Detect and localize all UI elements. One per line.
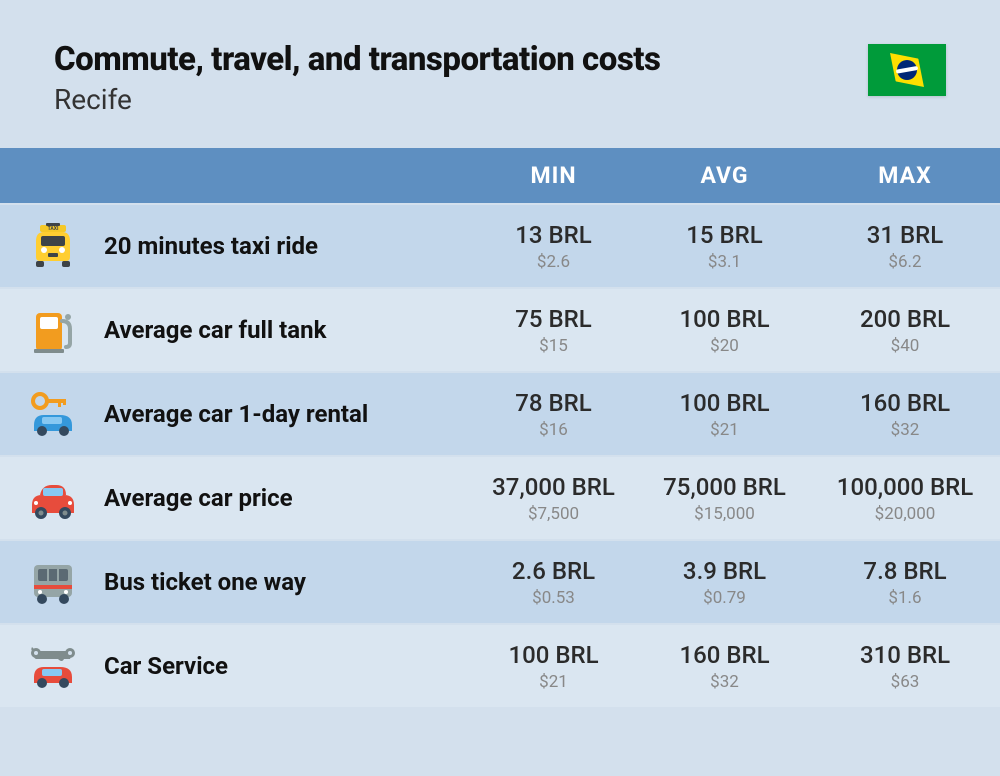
- avg-brl-value: 100 BRL: [639, 305, 810, 333]
- row-max-cell: 200 BRL $40: [810, 289, 1000, 371]
- row-max-cell: 310 BRL $63: [810, 625, 1000, 707]
- row-max-cell: 160 BRL $32: [810, 373, 1000, 455]
- avg-usd-value: $20: [639, 336, 810, 356]
- avg-usd-value: $0.79: [639, 588, 810, 608]
- row-avg-cell: 160 BRL $32: [639, 625, 810, 707]
- min-usd-value: $21: [468, 672, 639, 692]
- taxi-icon: [24, 219, 82, 273]
- max-brl-value: 160 BRL: [810, 389, 1000, 417]
- min-usd-value: $15: [468, 336, 639, 356]
- row-avg-cell: 75,000 BRL $15,000: [639, 457, 810, 539]
- page-subtitle: Recife: [54, 83, 660, 116]
- min-usd-value: $2.6: [468, 252, 639, 272]
- max-brl-value: 7.8 BRL: [810, 557, 1000, 585]
- row-icon-cell: [0, 625, 98, 707]
- max-usd-value: $20,000: [810, 504, 1000, 524]
- avg-usd-value: $15,000: [639, 504, 810, 524]
- col-header-blank-icon: [0, 148, 98, 203]
- row-max-cell: 100,000 BRL $20,000: [810, 457, 1000, 539]
- min-brl-value: 37,000 BRL: [468, 473, 639, 501]
- max-usd-value: $63: [810, 672, 1000, 692]
- avg-brl-value: 75,000 BRL: [639, 473, 810, 501]
- table-row: Average car full tank75 BRL $15100 BRL $20…: [0, 289, 1000, 371]
- min-brl-value: 100 BRL: [468, 641, 639, 669]
- row-label: Average car price: [98, 457, 468, 539]
- car-service-icon: [24, 639, 82, 693]
- row-icon-cell: [0, 205, 98, 287]
- row-label: Average car full tank: [98, 289, 468, 371]
- row-min-cell: 13 BRL $2.6: [468, 205, 639, 287]
- max-usd-value: $40: [810, 336, 1000, 356]
- row-label: Car Service: [98, 625, 468, 707]
- min-usd-value: $7,500: [468, 504, 639, 524]
- row-avg-cell: 100 BRL $21: [639, 373, 810, 455]
- min-brl-value: 13 BRL: [468, 221, 639, 249]
- car-icon: [24, 471, 82, 525]
- row-max-cell: 7.8 BRL $1.6: [810, 541, 1000, 623]
- car-key-icon: [24, 387, 82, 441]
- row-min-cell: 75 BRL $15: [468, 289, 639, 371]
- avg-usd-value: $32: [639, 672, 810, 692]
- table-row: Average car 1-day rental78 BRL $16100 BRL…: [0, 373, 1000, 455]
- max-usd-value: $1.6: [810, 588, 1000, 608]
- max-brl-value: 310 BRL: [810, 641, 1000, 669]
- page-header: Commute, travel, and transportation cost…: [0, 0, 1000, 146]
- row-icon-cell: [0, 541, 98, 623]
- row-avg-cell: 15 BRL $3.1: [639, 205, 810, 287]
- min-brl-value: 2.6 BRL: [468, 557, 639, 585]
- row-avg-cell: 3.9 BRL $0.79: [639, 541, 810, 623]
- row-min-cell: 100 BRL $21: [468, 625, 639, 707]
- row-avg-cell: 100 BRL $20: [639, 289, 810, 371]
- page-title: Commute, travel, and transportation cost…: [54, 40, 660, 79]
- brazil-flag-icon: [868, 44, 946, 96]
- row-icon-cell: [0, 289, 98, 371]
- row-label: 20 minutes taxi ride: [98, 205, 468, 287]
- max-brl-value: 100,000 BRL: [810, 473, 1000, 501]
- fuel-pump-icon: [24, 303, 82, 357]
- min-usd-value: $0.53: [468, 588, 639, 608]
- col-header-blank-label: [98, 148, 468, 203]
- avg-brl-value: 15 BRL: [639, 221, 810, 249]
- row-icon-cell: [0, 373, 98, 455]
- max-usd-value: $6.2: [810, 252, 1000, 272]
- row-min-cell: 37,000 BRL $7,500: [468, 457, 639, 539]
- avg-brl-value: 3.9 BRL: [639, 557, 810, 585]
- row-label: Bus ticket one way: [98, 541, 468, 623]
- avg-brl-value: 160 BRL: [639, 641, 810, 669]
- col-header-max: MAX: [810, 148, 1000, 203]
- avg-usd-value: $3.1: [639, 252, 810, 272]
- table-row: Car Service100 BRL $21160 BRL $32310 BRL $6…: [0, 625, 1000, 707]
- max-brl-value: 200 BRL: [810, 305, 1000, 333]
- min-brl-value: 78 BRL: [468, 389, 639, 417]
- row-icon-cell: [0, 457, 98, 539]
- avg-brl-value: 100 BRL: [639, 389, 810, 417]
- min-usd-value: $16: [468, 420, 639, 440]
- row-max-cell: 31 BRL $6.2: [810, 205, 1000, 287]
- row-label: Average car 1-day rental: [98, 373, 468, 455]
- table-row: Bus ticket one way2.6 BRL $0.533.9 BRL $0.…: [0, 541, 1000, 623]
- max-usd-value: $32: [810, 420, 1000, 440]
- col-header-avg: AVG: [639, 148, 810, 203]
- row-min-cell: 78 BRL $16: [468, 373, 639, 455]
- col-header-min: MIN: [468, 148, 639, 203]
- row-min-cell: 2.6 BRL $0.53: [468, 541, 639, 623]
- table-row: 20 minutes taxi ride13 BRL $2.615 BRL $3.1…: [0, 205, 1000, 287]
- costs-table: MIN AVG MAX 20 minutes taxi ride13 BRL $2…: [0, 146, 1000, 709]
- max-brl-value: 31 BRL: [810, 221, 1000, 249]
- min-brl-value: 75 BRL: [468, 305, 639, 333]
- bus-icon: [24, 555, 82, 609]
- avg-usd-value: $21: [639, 420, 810, 440]
- table-row: Average car price37,000 BRL $7,50075,000 …: [0, 457, 1000, 539]
